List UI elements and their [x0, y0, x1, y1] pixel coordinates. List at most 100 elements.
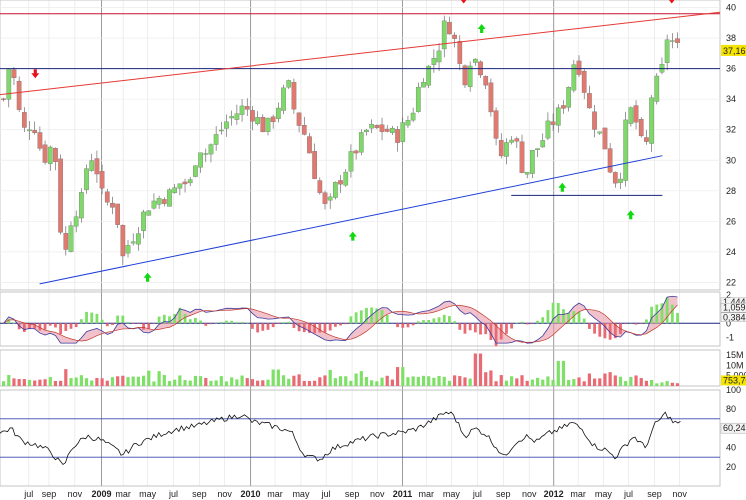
volume-bar	[639, 378, 643, 386]
macd-histogram-bar	[551, 302, 555, 324]
rsi-tick-label: 100	[726, 385, 741, 395]
volume-bar	[245, 378, 249, 386]
macd-histogram-bar	[458, 323, 462, 330]
volume-bar	[629, 376, 633, 386]
macd-tick-label: 0	[726, 318, 731, 328]
volume-bar	[494, 381, 498, 386]
rsi-panel-frame	[0, 389, 721, 487]
macd-value-box	[720, 303, 746, 313]
candle-body	[343, 171, 349, 186]
candle-body	[669, 40, 675, 42]
macd-histogram-bar	[12, 322, 16, 324]
candle-body	[472, 58, 478, 63]
volume-bar	[421, 375, 426, 386]
price-tick-label: 24	[726, 247, 736, 257]
macd-histogram-bar	[261, 323, 265, 331]
macd-histogram-bar	[204, 323, 208, 326]
candle-body	[94, 158, 100, 175]
candle-body	[436, 50, 442, 63]
candle-body	[364, 129, 369, 133]
candle-body	[358, 132, 364, 153]
candle-body	[11, 69, 17, 79]
volume-bar	[660, 382, 664, 386]
volume-bar	[427, 376, 431, 386]
volume-bar	[7, 374, 11, 386]
macd-histogram-bar	[422, 320, 425, 324]
candle-body	[312, 151, 317, 179]
volume-bar	[209, 380, 213, 386]
macd-histogram-bar	[670, 304, 674, 324]
macd-histogram-bar	[453, 321, 457, 324]
volume-bar	[43, 379, 47, 386]
macd-histogram-bar	[365, 307, 368, 324]
macd-histogram-bar	[344, 323, 348, 325]
macd-histogram-bar	[489, 323, 493, 340]
candle-body	[374, 124, 380, 129]
macd-histogram-bar	[85, 311, 88, 324]
volume-bar	[193, 375, 198, 386]
candle-body	[250, 110, 255, 122]
volume-bar	[458, 376, 462, 386]
volume-bar	[603, 373, 607, 386]
volume-bar	[359, 371, 363, 386]
macd-histogram-bar	[266, 323, 270, 330]
price-tick-label: 22	[726, 277, 736, 287]
candle-body	[68, 225, 74, 252]
macd-histogram-bar	[608, 323, 612, 340]
macd-histogram-bar	[54, 323, 57, 328]
volume-bar	[598, 378, 602, 386]
macd-histogram-bar	[276, 323, 280, 324]
x-tick-label: jul	[23, 489, 33, 499]
volume-bar	[69, 378, 73, 386]
x-tick-label: may	[443, 489, 461, 499]
macd-histogram-bar	[225, 320, 228, 324]
price-panel-frame	[0, 0, 721, 291]
candle-body	[104, 191, 110, 203]
rsi-tick-label: 20	[726, 462, 736, 472]
macd-histogram-bar	[302, 323, 306, 333]
candle-body	[110, 202, 115, 208]
volume-bar	[541, 379, 545, 386]
volume-bar	[546, 376, 550, 386]
macd-histogram-bar	[219, 322, 223, 324]
volume-bar	[173, 379, 177, 386]
volume-bar	[183, 380, 187, 386]
volume-bar	[650, 380, 654, 386]
volume-bar	[256, 380, 260, 386]
volume-bar	[665, 381, 669, 386]
volume-bar	[385, 375, 389, 386]
macd-histogram-bar	[562, 309, 565, 324]
volume-bar	[162, 374, 166, 386]
macd-histogram-bar	[240, 322, 244, 324]
candle-body	[488, 82, 494, 113]
candle-body	[467, 65, 473, 87]
macd-histogram-bar	[448, 316, 451, 324]
candle-body	[333, 181, 338, 198]
volume-bar	[313, 380, 317, 386]
candle-body	[198, 152, 203, 168]
candle-body	[89, 160, 95, 171]
volume-bar	[515, 378, 519, 386]
price-tick-label: 26	[726, 216, 736, 226]
volume-bar	[64, 369, 68, 386]
macd-tick-label: -1	[726, 332, 734, 342]
volume-bar	[375, 381, 379, 386]
volume-bar	[349, 380, 353, 386]
volume-bar	[551, 379, 555, 386]
macd-histogram-bar	[162, 314, 166, 324]
volume-bar	[157, 371, 161, 386]
macd-histogram-bar	[282, 322, 285, 324]
macd-histogram-bar	[168, 316, 171, 324]
macd-histogram-bar	[183, 313, 187, 324]
candle-body	[530, 150, 535, 174]
macd-histogram-bar	[515, 322, 519, 324]
candle-body	[504, 142, 509, 157]
volume-bar	[38, 379, 42, 386]
candle-body	[649, 97, 654, 144]
candle-body	[79, 192, 84, 219]
candle-body	[618, 178, 623, 183]
macd-histogram-bar	[603, 323, 607, 339]
candle-body	[276, 107, 281, 119]
candle-body	[218, 129, 224, 132]
volume-bar	[90, 380, 94, 386]
